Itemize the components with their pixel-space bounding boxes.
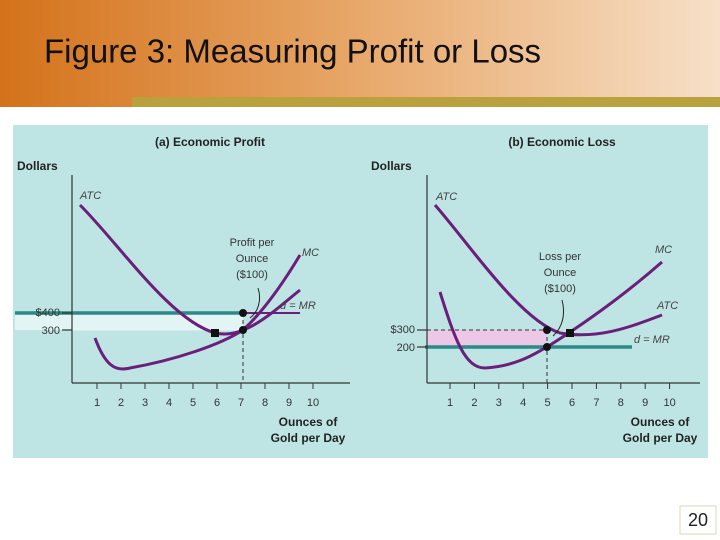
x-tick-label: 10: [307, 397, 319, 409]
x-tick-label: 5: [190, 397, 196, 409]
price-label: 200: [397, 342, 415, 354]
x-axis-label: Gold per Day: [271, 431, 346, 445]
x-tick-label: 6: [569, 397, 575, 409]
point: [566, 329, 574, 337]
x-axis-label: Ounces of: [631, 415, 691, 429]
annotation: ($100): [236, 269, 268, 281]
annotation: Profit per: [230, 237, 275, 249]
x-ticks: 1 2 3 4 5 6 7 8 9 10: [447, 383, 676, 409]
x-tick-label: 9: [286, 397, 292, 409]
curve-label: d = MR: [280, 300, 316, 312]
atc-curve: [78, 203, 301, 336]
price-label: 300: [42, 325, 60, 337]
point: [239, 309, 247, 317]
x-tick-label: 8: [618, 397, 624, 409]
page-number: 20: [688, 510, 708, 530]
header-stripe: [132, 97, 720, 107]
y-axis-label: Dollars: [371, 159, 412, 173]
page-number-box: [679, 505, 717, 535]
header-band: [0, 0, 720, 107]
figure-panel: [13, 125, 708, 458]
x-tick-label: 1: [447, 397, 453, 409]
annotation: Loss per: [539, 251, 582, 263]
x-tick-label: 2: [118, 397, 124, 409]
curve-label: MC: [302, 247, 319, 259]
x-tick-label: 2: [471, 397, 477, 409]
x-tick-label: 3: [496, 397, 502, 409]
point: [211, 329, 219, 337]
panel-title: (b) Economic Loss: [508, 135, 616, 149]
x-tick-label: 6: [214, 397, 220, 409]
point: [543, 343, 551, 351]
x-tick-label: 5: [545, 397, 551, 409]
x-tick-label: 10: [663, 397, 675, 409]
annotation: Ounce: [544, 267, 576, 279]
curve-label: ATC: [435, 191, 457, 203]
panel-b: (b) Economic Loss Dollars $300 200 ATC M…: [371, 135, 700, 445]
x-tick-label: 3: [142, 397, 148, 409]
curve-label: ATC: [79, 190, 101, 202]
panel-title: (a) Economic Profit: [155, 135, 265, 149]
x-tick-label: 4: [520, 397, 526, 409]
mc-curve: [438, 260, 663, 370]
x-tick-label: 1: [94, 397, 100, 409]
x-tick-label: 7: [593, 397, 599, 409]
price-label: $300: [391, 324, 415, 336]
pointer: [249, 287, 261, 319]
annotation: ($100): [544, 283, 576, 295]
curve-label: ATC: [656, 300, 678, 312]
x-ticks: 1 2 3 4 5 6 7 8 9 10: [94, 383, 319, 409]
loss-area: [427, 330, 547, 347]
x-tick-label: 4: [166, 397, 172, 409]
panel-a: (a) Economic Profit Dollars $400 300 ATC…: [15, 135, 350, 445]
atc-curve: [433, 204, 663, 337]
curve-label: d = MR: [634, 334, 670, 346]
x-axis-label: Ounces of: [279, 415, 339, 429]
slide-title: Figure 3: Measuring Profit or Loss: [44, 33, 541, 70]
x-tick-label: 9: [642, 397, 648, 409]
point: [239, 326, 247, 334]
y-axis-label: Dollars: [17, 159, 58, 173]
price-label: $400: [36, 307, 60, 319]
pointer: [552, 299, 565, 337]
mc-curve: [93, 254, 302, 371]
x-tick-label: 8: [262, 397, 268, 409]
curve-label: MC: [655, 244, 672, 256]
point: [543, 326, 551, 334]
x-tick-label: 7: [238, 397, 244, 409]
annotation: Ounce: [236, 253, 268, 265]
x-axis-label: Gold per Day: [623, 431, 698, 445]
